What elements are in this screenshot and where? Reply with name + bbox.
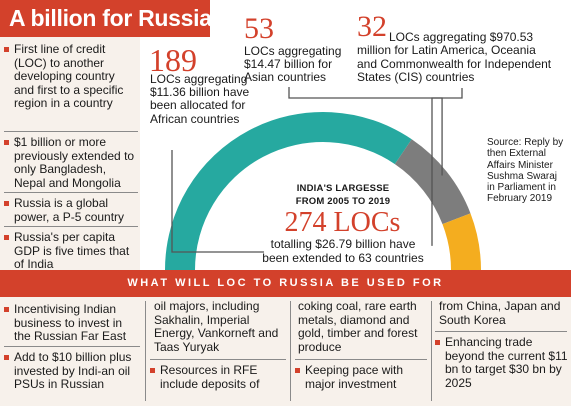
total-locs: 274 LOCs [284, 207, 401, 238]
divider [150, 359, 286, 360]
left-bullet-1: First line of credit (LOC) to another de… [4, 42, 138, 111]
bullet-square-icon [435, 340, 440, 345]
column-divider [145, 301, 146, 401]
divider [4, 346, 140, 347]
use-item-2-text: Add to $10 billion plus invested by Indi… [14, 350, 132, 391]
asia-text: LOCs aggregating $14.47 billion for Asia… [244, 44, 342, 85]
bullet-square-icon [4, 47, 9, 52]
arc-asia [394, 139, 471, 225]
left-bullet-2-text: $1 billion or more previously extended t… [14, 135, 135, 190]
divider [295, 359, 427, 360]
bullet-square-icon [4, 235, 9, 240]
left-bullet-4-text: Russia's per capita GDP is five times th… [14, 230, 130, 271]
cis-count: 32 [357, 10, 387, 43]
divider [435, 331, 567, 332]
use-item-5: Enhancing trade beyond the current $11 b… [435, 335, 569, 390]
use-item-4: Keeping pace with major investment [295, 363, 427, 391]
chart-heading-line-1: INDIA'S LARGESSE [296, 183, 390, 194]
left-bullet-4: Russia's per capita GDP is five times th… [4, 230, 138, 272]
use-item-5-text: Enhancing trade beyond the current $11 b… [445, 335, 568, 390]
use-item-4-text: Keeping pace with major investment [305, 363, 404, 391]
bullet-square-icon [4, 307, 9, 312]
use-item-1-text: Incentivising Indian business to invest … [14, 302, 127, 343]
cis-text-rest: million for Latin America, Oceania and C… [357, 43, 552, 84]
use-item-2-continued: oil majors, including Sakhalin, Imperial… [154, 299, 279, 354]
leader-africa [171, 150, 265, 253]
arc-africa [165, 111, 412, 270]
divider [4, 226, 138, 227]
bullet-square-icon [4, 140, 9, 145]
divider [4, 131, 138, 132]
bullet-square-icon [150, 368, 155, 373]
divider [4, 192, 138, 193]
africa-count: 189 [149, 42, 197, 78]
use-item-4-continued: from China, Japan and South Korea [439, 299, 561, 327]
left-bullet-2: $1 billion or more previously extended t… [4, 135, 138, 190]
source-note: Source: Reply by then External Affairs M… [487, 137, 564, 205]
leader-asia [288, 87, 443, 176]
africa-text: LOCs aggregating $11.36 billion have bee… [150, 72, 250, 126]
left-panel: First line of credit (LOC) to another de… [0, 37, 140, 272]
page-title: A billion for Russia [0, 0, 212, 37]
cis-text-first: LOCs aggregating $970.53 [389, 30, 534, 44]
left-bullet-3: Russia is a global power, a P-5 country [4, 196, 138, 224]
bullet-square-icon [295, 368, 300, 373]
use-item-2: Add to $10 billion plus invested by Indi… [4, 350, 140, 392]
chart-heading-line-2: FROM 2005 TO 2019 [295, 195, 391, 207]
left-bullet-3-text: Russia is a global power, a P-5 country [14, 196, 125, 224]
column-divider [431, 301, 432, 401]
arc-cis [442, 213, 481, 270]
bullet-square-icon [4, 355, 9, 360]
column-divider [290, 301, 291, 401]
use-item-1: Incentivising Indian business to invest … [4, 302, 142, 344]
chart-heading: INDIA'S LARGESSE FROM 2005 TO 2019 [263, 183, 423, 208]
left-bullet-1-text: First line of credit (LOC) to another de… [14, 42, 124, 110]
use-item-3-continued: coking coal, rare earth metals, diamond … [298, 299, 418, 354]
use-item-3: Resources in RFE include deposits of [150, 363, 286, 391]
asia-count: 53 [244, 12, 274, 45]
total-text: totalling $26.79 billion have been exten… [262, 237, 424, 265]
uses-panel [0, 297, 571, 406]
uses-banner: WHAT WILL LOC TO RUSSIA BE USED FOR [0, 270, 571, 297]
leader-cis [431, 88, 463, 246]
bullet-square-icon [4, 201, 9, 206]
use-item-3-text: Resources in RFE include deposits of [160, 363, 260, 391]
